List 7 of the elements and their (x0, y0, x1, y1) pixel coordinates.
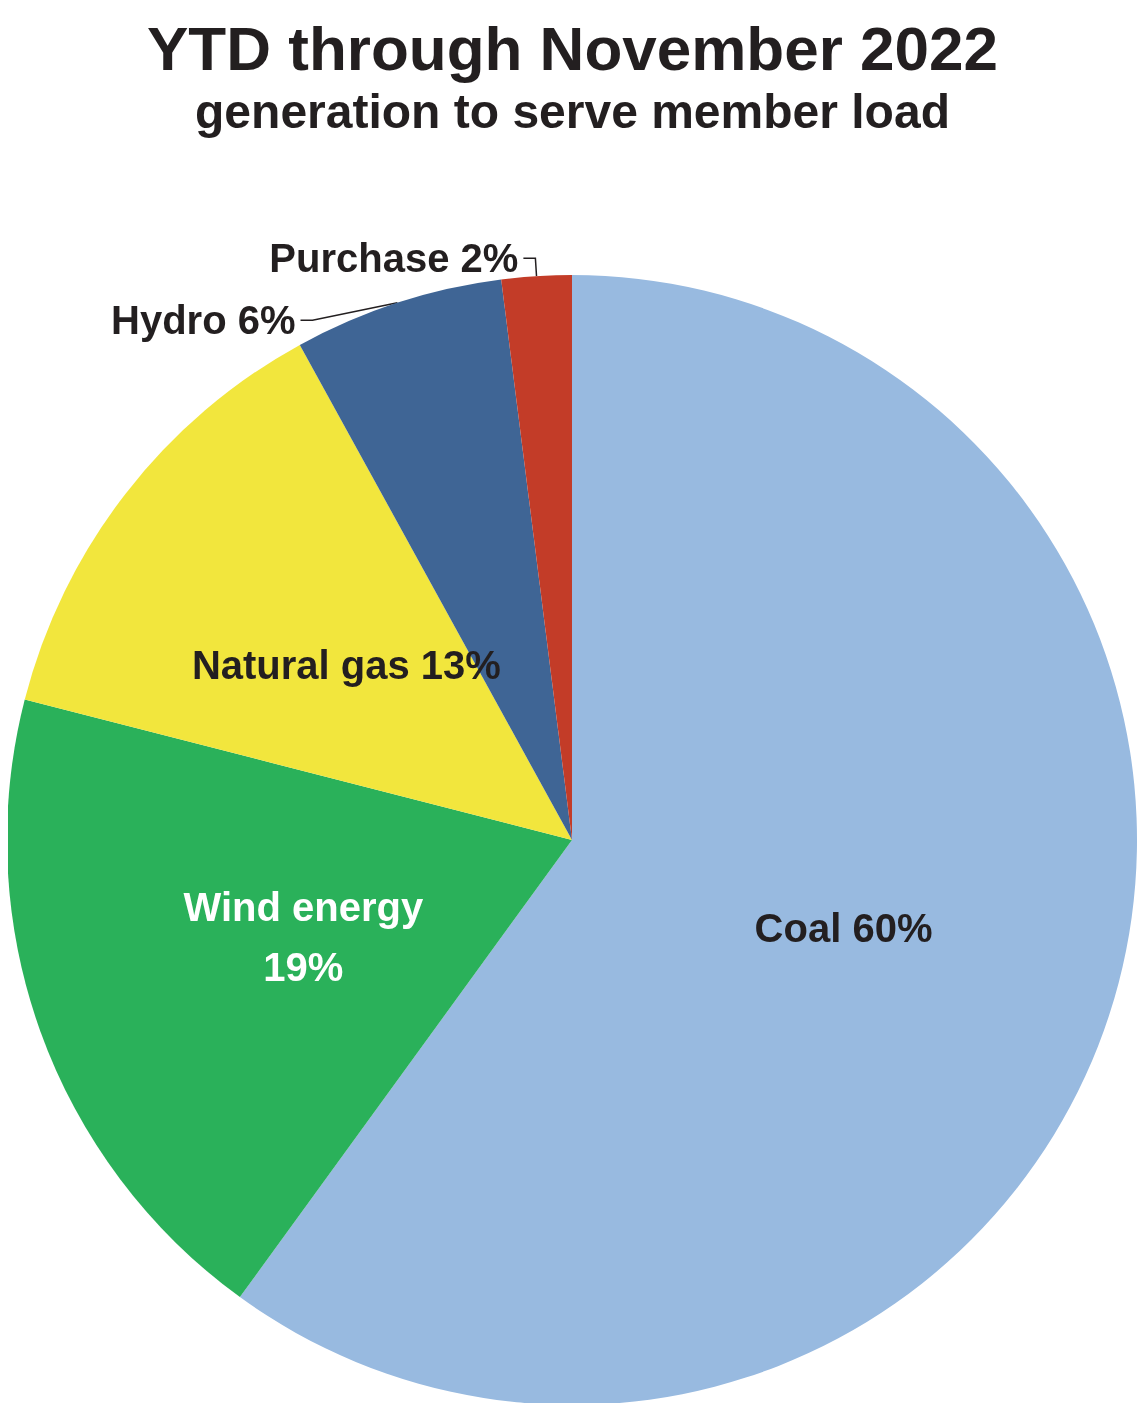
slice-label: Purchase 2% (269, 236, 519, 281)
slice-label: Wind energy (183, 884, 424, 929)
chart-subtitle: generation to serve member load (195, 84, 950, 138)
chart-title: YTD through November 2022 (147, 13, 998, 83)
slice-label: Coal 60% (754, 906, 933, 951)
slice-label: Hydro 6% (111, 298, 296, 343)
data-label: 19% (263, 944, 344, 989)
